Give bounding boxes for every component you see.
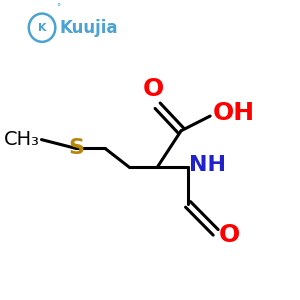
Text: Kuujia: Kuujia — [59, 19, 118, 37]
Text: O: O — [143, 77, 164, 101]
Text: K: K — [38, 23, 46, 33]
Text: CH₃: CH₃ — [4, 130, 40, 149]
Text: °: ° — [57, 3, 61, 12]
Text: OH: OH — [213, 101, 255, 125]
Text: O: O — [218, 223, 240, 247]
Text: S: S — [68, 138, 84, 158]
Text: NH: NH — [189, 155, 226, 175]
